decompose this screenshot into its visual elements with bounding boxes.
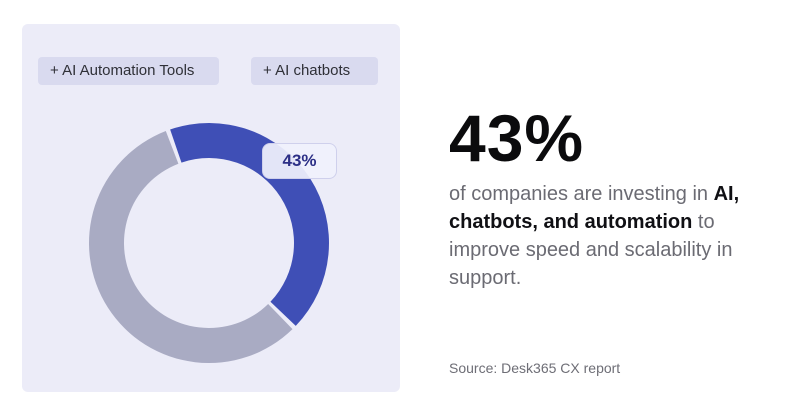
source-note: Source: Desk365 CX report (449, 360, 621, 376)
chip-ai-automation-tools[interactable]: + AI Automation Tools (38, 57, 219, 85)
donut-data-label: 43% (262, 143, 337, 179)
description-bold-1: AI, (713, 183, 740, 205)
chip-ai-chatbots[interactable]: + AI chatbots (251, 57, 378, 85)
headline-percentage: 43% (449, 101, 585, 175)
description-text: of companies are investing in AI, chatbo… (449, 180, 789, 292)
description-part-2: to improve speed and scalability in supp… (449, 211, 733, 289)
chart-card: + AI Automation Tools + AI chatbots 43% (22, 24, 400, 392)
description-part-1: of companies are investing in (449, 183, 714, 205)
donut-chart (89, 123, 329, 363)
donut-slice-2 (89, 131, 293, 363)
description-bold-2: chatbots, and automation (449, 211, 693, 233)
